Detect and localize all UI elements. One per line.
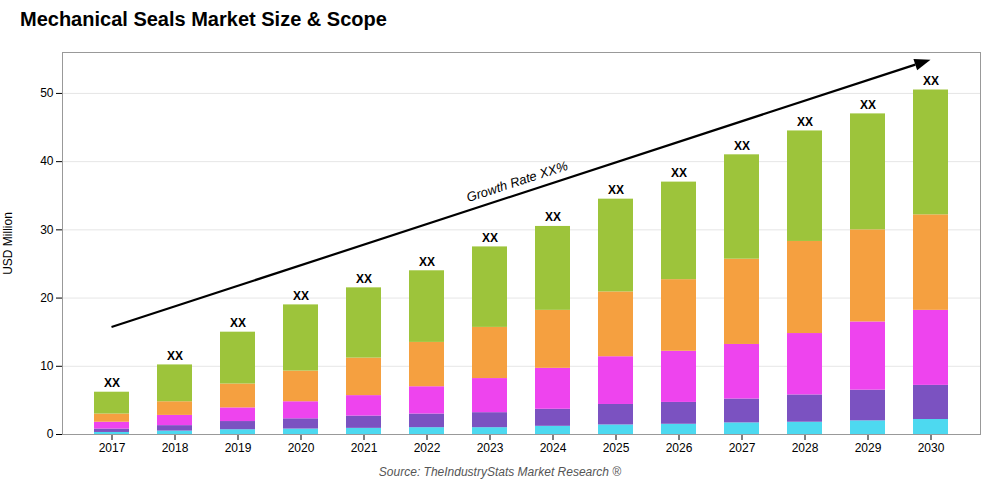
svg-text:XX: XX [419,255,435,269]
svg-text:2030: 2030 [918,441,945,455]
svg-text:Growth Rate XX%: Growth Rate XX% [465,158,570,205]
svg-text:40: 40 [40,154,54,168]
html-text:Source: TheIndustryStats Marke: Source: TheIndustryStats Market Research… [378,465,622,479]
svg-text:2027: 2027 [729,441,756,455]
svg-text:XX: XX [104,376,120,390]
svg-text:XX: XX [545,210,561,224]
svg-text:2018: 2018 [162,441,189,455]
svg-text:2026: 2026 [666,441,693,455]
svg-text:0: 0 [47,427,54,441]
svg-text:2029: 2029 [855,441,882,455]
svg-text:2028: 2028 [792,441,819,455]
html-text:Mechanical Seals Market Size &: Mechanical Seals Market Size & Scope [20,8,387,30]
svg-text:XX: XX [482,231,498,245]
svg-text:2019: 2019 [225,441,252,455]
svg-text:2021: 2021 [351,441,378,455]
svg-text:XX: XX [860,98,876,112]
svg-text:2025: 2025 [603,441,630,455]
svg-text:XX: XX [923,74,939,88]
svg-text:2020: 2020 [288,441,315,455]
svg-text:XX: XX [734,139,750,153]
svg-text:XX: XX [293,289,309,303]
svg-text:XX: XX [167,349,183,363]
svg-text:XX: XX [356,272,372,286]
svg-text:2023: 2023 [477,441,504,455]
svg-text:XX: XX [230,316,246,330]
svg-text:20: 20 [40,291,54,305]
svg-text:XX: XX [608,183,624,197]
svg-text:2017: 2017 [99,441,126,455]
svg-text:XX: XX [797,115,813,129]
svg-text:2024: 2024 [540,441,567,455]
svg-text:2022: 2022 [414,441,441,455]
svg-text:30: 30 [40,223,54,237]
svg-text:XX: XX [671,166,687,180]
svg-text:50: 50 [40,86,54,100]
svg-text:10: 10 [40,359,54,373]
svg-text:USD Million: USD Million [1,212,15,275]
